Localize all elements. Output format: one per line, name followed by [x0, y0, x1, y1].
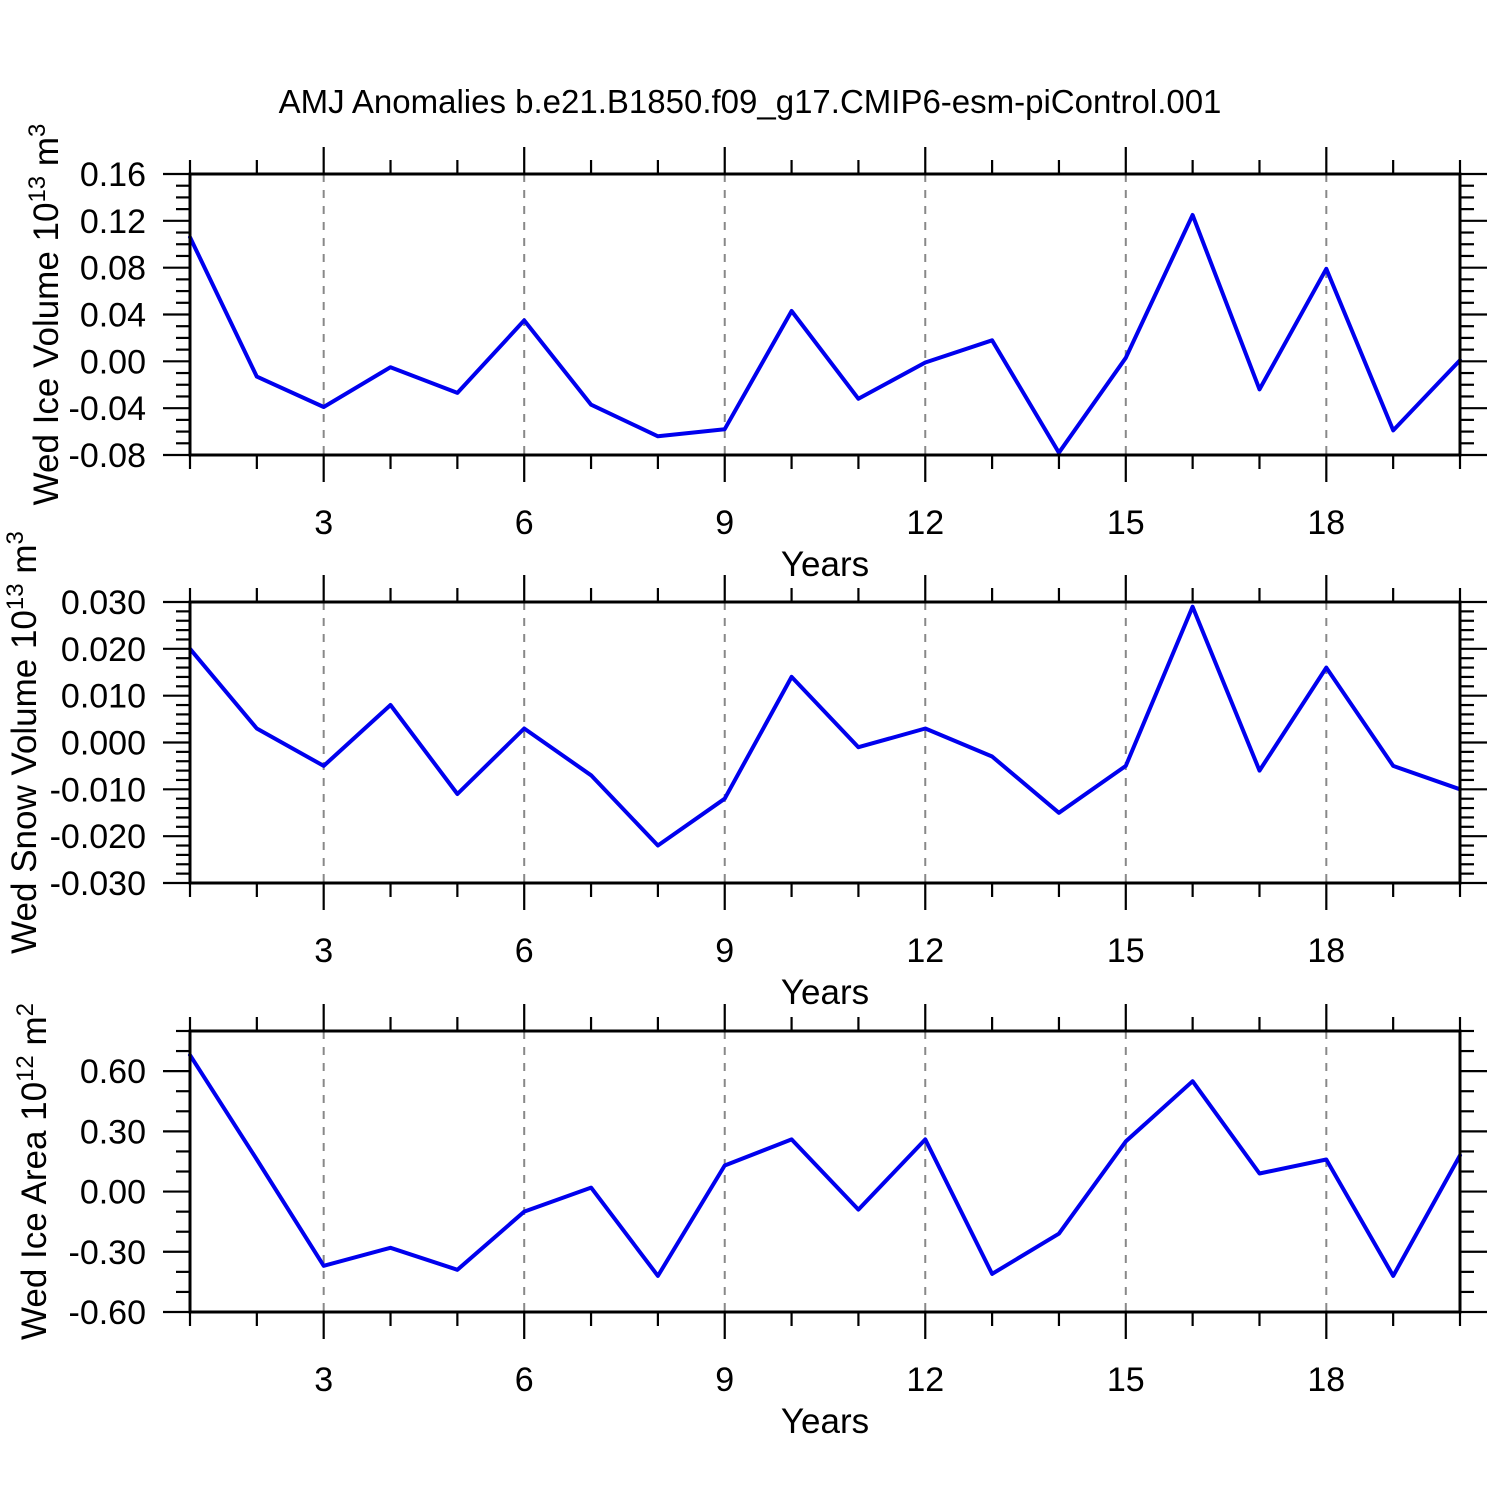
y-axis-title: Wed Snow Volume 1013 m3	[2, 531, 44, 954]
x-tick-label: 3	[314, 504, 333, 542]
y-tick-label: 0.020	[61, 631, 146, 669]
x-tick-label: 9	[715, 1361, 734, 1399]
y-tick-label: -0.010	[50, 771, 146, 809]
wed-ice-area-series-line	[188, 1053, 1462, 1278]
x-tick-label: 3	[314, 1361, 333, 1399]
y-tick-label: 0.12	[80, 203, 146, 241]
x-tick-label: 18	[1307, 1361, 1345, 1399]
wed-snow-volume-series-line	[188, 604, 1462, 848]
y-tick-label: 0.30	[80, 1113, 146, 1151]
y-axis-title: Wed Ice Volume 1013 m3	[24, 124, 66, 506]
y-tick-label: 0.60	[80, 1053, 146, 1091]
panel-wed-ice-area: 0.60 0.30 0.00 -0.30 -0.60 3 6 9 12 15 18 Years Wed …	[12, 1003, 1487, 1441]
panel-wed-ice-volume: 0.16 0.12 0.08 0.04 0.00 -0.04 -0.08 3 6 9 12 15 18 Y…	[24, 124, 1487, 584]
y-tick-label: 0.00	[80, 1174, 146, 1212]
y-tick-label: 0.04	[80, 297, 146, 335]
x-tick-label: 12	[906, 1361, 944, 1399]
x-axis-label: Years	[781, 545, 869, 584]
y-tick-label: -0.08	[69, 437, 147, 475]
x-tick-label: 6	[515, 1361, 534, 1399]
x-tick-label: 6	[515, 504, 534, 542]
x-tick-label: 9	[715, 932, 734, 970]
y-tick-label: -0.030	[50, 865, 146, 903]
y-tick-label: 0.000	[61, 725, 146, 763]
x-tick-label: 15	[1107, 1361, 1145, 1399]
y-tick-label: -0.60	[69, 1294, 147, 1332]
y-axis-title: Wed Ice Area 1012 m2	[12, 1003, 54, 1340]
x-tick-label: 3	[314, 932, 333, 970]
x-tick-label: 9	[715, 504, 734, 542]
x-tick-label: 12	[906, 932, 944, 970]
x-axis-label: Years	[781, 1402, 869, 1441]
y-tick-label: -0.30	[69, 1234, 147, 1272]
panel-wed-snow-volume: 0.030 0.020 0.010 0.000 -0.010 -0.020 -0.030 3 6…	[2, 531, 1487, 1012]
y-tick-label: 0.030	[61, 584, 146, 622]
x-tick-label: 15	[1107, 504, 1145, 542]
x-tick-label: 18	[1307, 932, 1345, 970]
y-tick-label: 0.08	[80, 250, 146, 288]
x-tick-label: 6	[515, 932, 534, 970]
y-tick-label: 0.16	[80, 156, 146, 194]
y-tick-label: -0.020	[50, 818, 146, 856]
x-tick-label: 18	[1307, 504, 1345, 542]
y-tick-label: -0.04	[69, 390, 147, 428]
plot-box	[188, 172, 1462, 457]
y-tick-label: 0.00	[80, 343, 146, 381]
x-axis-label: Years	[781, 973, 869, 1012]
x-tick-label: 12	[906, 504, 944, 542]
wed-ice-volume-series-line	[188, 213, 1462, 455]
plot-box	[188, 600, 1462, 885]
x-tick-label: 15	[1107, 932, 1145, 970]
figure-title: AMJ Anomalies b.e21.B1850.f09_g17.CMIP6-…	[278, 83, 1222, 120]
y-tick-label: 0.010	[61, 678, 146, 716]
